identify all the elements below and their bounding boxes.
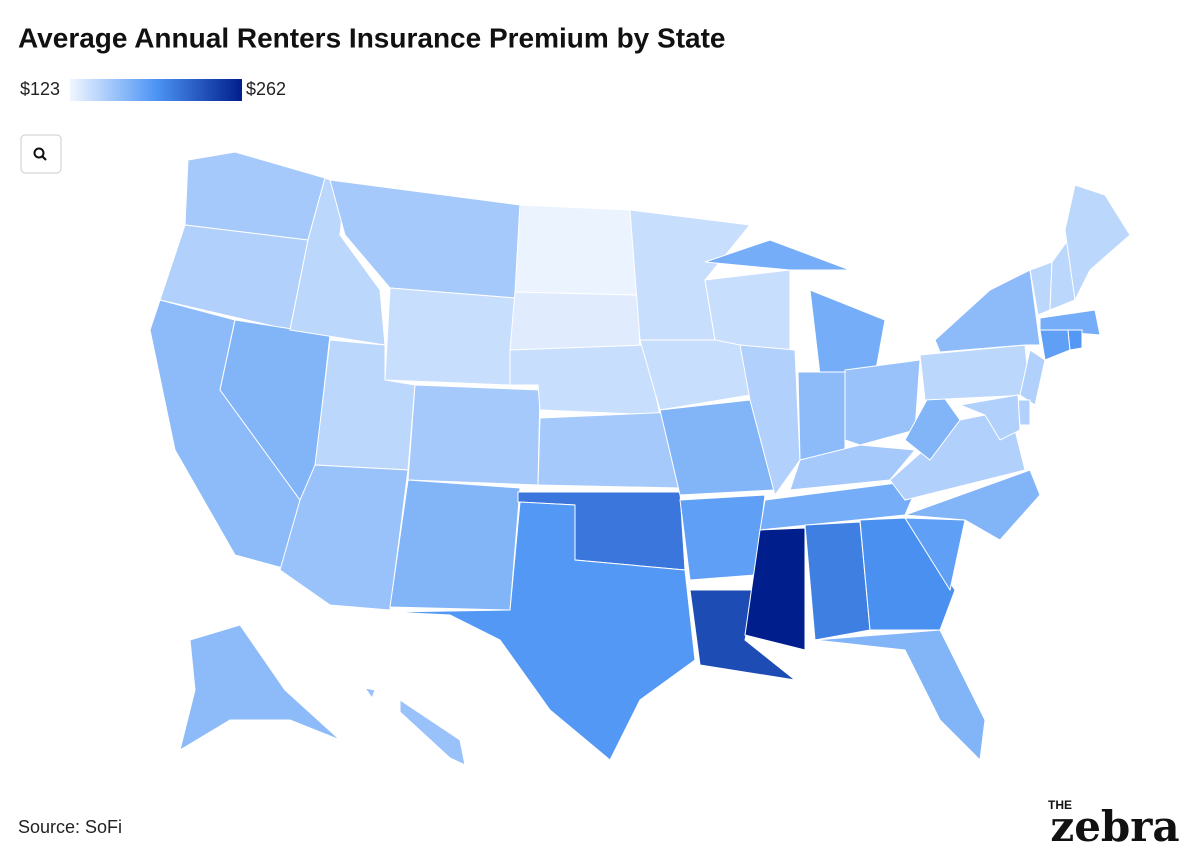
state-region: [184, 151, 326, 241]
state-region: [279, 464, 409, 611]
logo-main: zebra: [1050, 802, 1179, 851]
logo-small: THE: [1048, 798, 1072, 812]
state-region: [639, 339, 751, 411]
state-region: [389, 479, 521, 611]
state-region: [844, 359, 921, 446]
legend-max-label: $262: [246, 79, 286, 99]
legend-min-label: $123: [20, 79, 60, 99]
state-region: [797, 371, 846, 461]
state-region: [904, 384, 961, 461]
chart-title: Average Annual Renters Insurance Premium…: [18, 22, 726, 53]
state-region: [958, 394, 1021, 441]
state-region: [679, 494, 766, 581]
zoom-button[interactable]: [20, 134, 62, 174]
state-region: [739, 344, 801, 497]
state-region: [1019, 349, 1046, 406]
state-region: [514, 204, 641, 296]
state-region: [407, 384, 541, 486]
state-region: [934, 269, 1041, 353]
state-region: [859, 517, 956, 631]
state-region: [1067, 329, 1083, 351]
state-region: [744, 527, 806, 651]
state-region: [384, 287, 516, 386]
state-region: [1039, 309, 1101, 336]
state-region: [179, 624, 341, 752]
states: [149, 151, 1131, 766]
state-region: [904, 469, 1041, 541]
state-region: [814, 629, 986, 762]
state-region: [537, 411, 681, 489]
legend-scale: [70, 79, 242, 101]
state-region: [789, 444, 916, 491]
state-region: [904, 517, 966, 592]
source-note: Source: SoFi: [18, 817, 122, 837]
state-region: [804, 521, 871, 641]
zoom-button-box[interactable]: [20, 134, 62, 174]
state-region: [1039, 329, 1071, 361]
state-region: [363, 687, 466, 766]
state-region: [1064, 184, 1131, 302]
state-region: [919, 344, 1031, 401]
state-region: [689, 589, 797, 681]
state-region: [389, 501, 696, 761]
zoom-icon-handle[interactable]: [41, 155, 47, 161]
zoom-icon[interactable]: [33, 147, 45, 159]
